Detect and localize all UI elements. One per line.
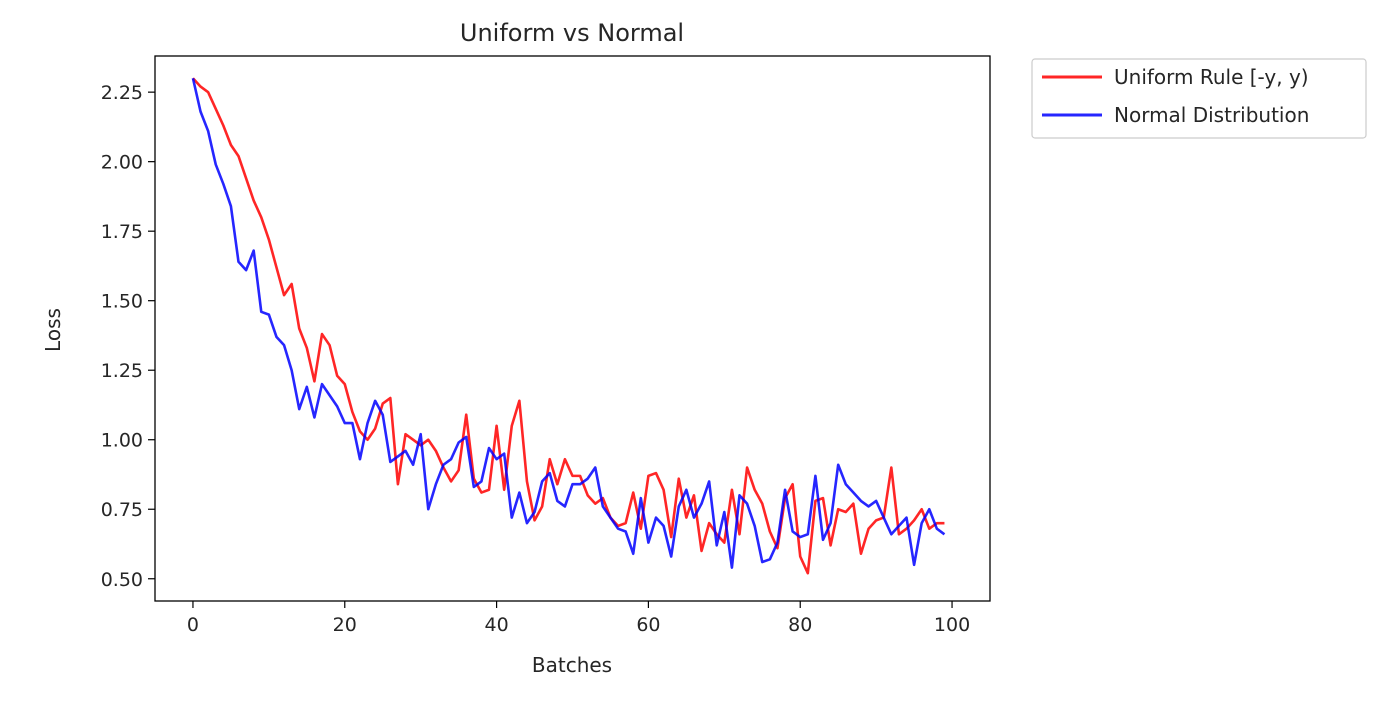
y-tick-label: 1.00 [101, 430, 143, 452]
x-tick-label: 60 [636, 614, 660, 636]
legend-label-uniform: Uniform Rule [-y, y) [1114, 65, 1309, 89]
legend: Uniform Rule [-y, y) Normal Distribution [1031, 58, 1367, 139]
y-axis: 0.50 0.75 1.00 1.25 1.50 1.75 2.00 2.25 [101, 82, 155, 591]
y-tick-label: 2.00 [101, 152, 143, 174]
y-tick-label: 0.50 [101, 569, 143, 591]
chart-title: Uniform vs Normal [460, 19, 684, 47]
series-line-normal [191, 77, 946, 569]
legend-box [1031, 58, 1367, 139]
y-tick-label: 1.25 [101, 360, 143, 382]
x-tick-label: 100 [934, 614, 970, 636]
legend-label-normal: Normal Distribution [1114, 103, 1309, 127]
y-tick-label: 1.75 [101, 221, 143, 243]
plot-area [154, 55, 991, 602]
y-tick-label: 0.75 [101, 499, 143, 521]
x-tick-label: 0 [187, 614, 199, 636]
y-tick-label: 1.50 [101, 291, 143, 313]
x-tick-label: 20 [333, 614, 357, 636]
x-tick-label: 40 [484, 614, 508, 636]
x-axis: 0 20 40 60 80 100 [187, 601, 970, 636]
x-axis-label: Batches [532, 653, 612, 677]
y-axis-label: Loss [41, 308, 65, 352]
series-layer [191, 77, 946, 575]
x-tick-label: 80 [788, 614, 812, 636]
y-tick-label: 2.25 [101, 82, 143, 104]
